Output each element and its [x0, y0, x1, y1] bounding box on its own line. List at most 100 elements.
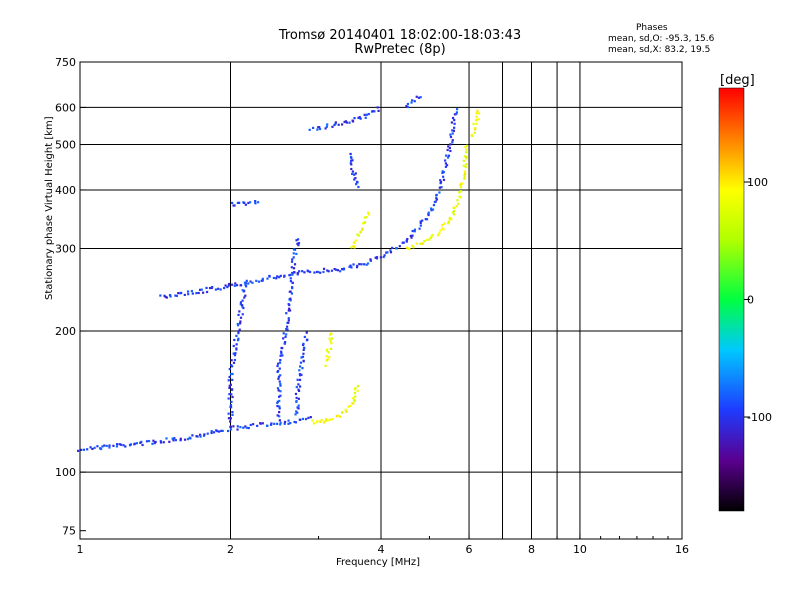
data-point — [441, 227, 444, 230]
data-point — [239, 301, 243, 304]
data-point — [151, 442, 154, 445]
data-point — [244, 425, 247, 428]
data-point — [179, 437, 182, 440]
data-point — [457, 202, 460, 205]
data-point — [228, 386, 231, 390]
data-point — [450, 218, 453, 221]
data-point — [442, 171, 445, 174]
data-point — [356, 384, 360, 388]
data-point — [254, 202, 257, 205]
data-point — [419, 220, 422, 223]
data-point — [237, 313, 240, 317]
data-point — [465, 157, 468, 160]
data-point — [227, 379, 230, 382]
data-point — [147, 439, 151, 443]
data-point — [308, 128, 311, 131]
data-point — [235, 343, 238, 346]
data-point — [465, 163, 468, 166]
data-point — [301, 367, 304, 370]
data-point — [233, 358, 237, 362]
data-point — [304, 417, 308, 421]
data-point — [298, 270, 301, 273]
data-point — [389, 249, 392, 252]
data-point — [279, 382, 282, 385]
data-point — [410, 236, 413, 239]
data-point — [447, 222, 450, 225]
data-point — [350, 156, 353, 160]
data-point — [101, 445, 104, 448]
data-point — [442, 228, 445, 231]
data-point — [168, 293, 172, 297]
data-point — [459, 190, 462, 193]
data-point — [96, 445, 99, 448]
data-point — [294, 421, 298, 424]
data-point — [245, 426, 248, 429]
data-point — [278, 367, 281, 370]
data-point — [168, 440, 171, 443]
data-point — [398, 245, 401, 248]
data-point — [292, 252, 295, 255]
data-point — [294, 392, 298, 396]
data-point — [459, 196, 462, 199]
data-point — [284, 335, 287, 338]
data-point — [280, 350, 283, 353]
data-point — [475, 112, 478, 115]
data-point — [256, 424, 259, 427]
data-point — [475, 122, 478, 125]
data-point — [270, 422, 273, 425]
data-point — [441, 223, 444, 227]
data-point — [235, 334, 238, 338]
data-point — [238, 310, 241, 313]
data-point — [237, 330, 240, 333]
data-point — [80, 448, 83, 451]
data-point — [286, 328, 289, 331]
data-point — [357, 185, 360, 189]
data-point — [175, 294, 178, 297]
data-point — [415, 242, 418, 245]
data-point — [319, 420, 322, 423]
data-point — [354, 172, 357, 175]
data-point — [242, 290, 245, 293]
data-point — [278, 380, 281, 383]
data-point — [358, 263, 361, 266]
data-point — [287, 422, 290, 425]
data-point — [473, 128, 477, 131]
data-point — [349, 152, 352, 156]
data-point — [439, 179, 442, 182]
data-point — [330, 332, 333, 335]
data-point — [326, 358, 329, 361]
data-point — [300, 373, 303, 376]
phase-stats-o: mean, sd,O: -95.3, 15.6 — [608, 34, 715, 44]
data-point — [289, 280, 293, 283]
data-point — [311, 419, 314, 422]
grid-lines — [80, 62, 682, 539]
data-point — [320, 419, 323, 422]
data-point — [236, 425, 239, 428]
y-tick-label: 400 — [55, 184, 76, 197]
data-point — [186, 438, 190, 441]
data-point — [230, 393, 233, 396]
x-tick-label: 4 — [378, 543, 385, 556]
data-point — [299, 361, 303, 364]
data-point — [341, 268, 344, 271]
data-point — [465, 144, 469, 147]
data-point — [330, 269, 334, 272]
data-point — [465, 155, 468, 158]
data-point — [326, 419, 329, 422]
data-point — [335, 415, 338, 418]
data-point — [278, 399, 281, 403]
data-point — [261, 422, 264, 425]
data-point — [229, 404, 233, 407]
data-point — [248, 201, 252, 204]
data-point — [266, 424, 269, 427]
data-point — [261, 279, 264, 282]
data-point — [292, 267, 296, 270]
data-point — [301, 355, 305, 358]
data-point — [226, 285, 229, 289]
data-point — [425, 218, 429, 221]
data-point — [477, 112, 481, 115]
data-point — [239, 322, 242, 325]
data-point — [235, 284, 239, 287]
data-point — [122, 444, 125, 447]
data-point — [441, 171, 444, 174]
